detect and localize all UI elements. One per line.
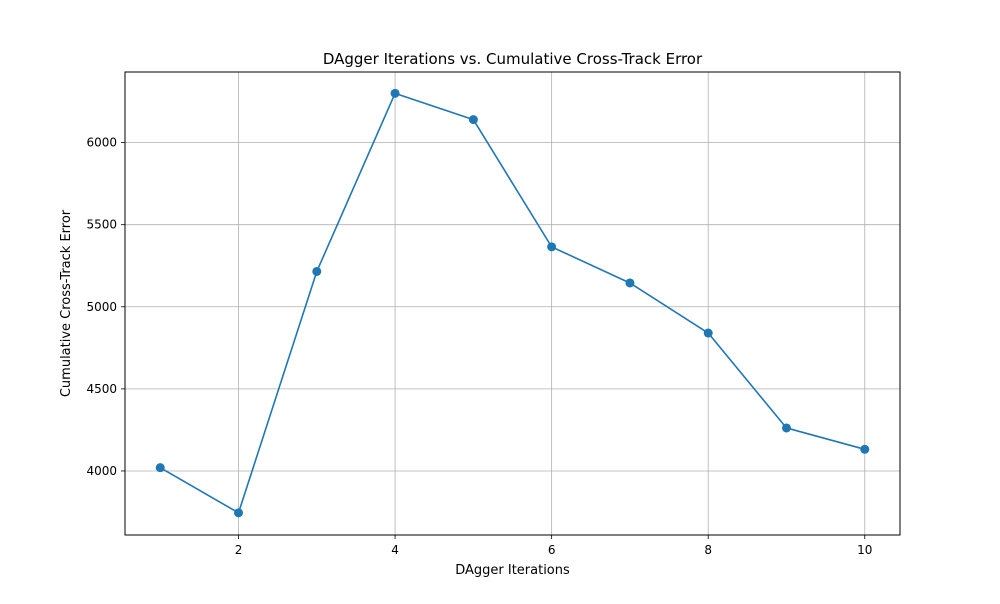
- series-line: [159, 92, 865, 514]
- data-point: [703, 328, 713, 338]
- series-layer: [155, 88, 870, 518]
- x-axis-label: DAgger Iterations: [455, 563, 570, 578]
- y-tick-label: 6000: [86, 136, 117, 150]
- data-point: [625, 278, 635, 288]
- data-point: [860, 444, 870, 454]
- axis-ticks: 2 4 6 8 10 4000 4500 5000 5500 6000: [86, 136, 872, 557]
- data-point: [312, 266, 322, 276]
- data-point: [155, 463, 165, 473]
- chart-title: DAgger Iterations vs. Cumulative Cross-T…: [323, 50, 703, 68]
- data-point: [234, 508, 244, 518]
- grid-lines: [125, 72, 900, 535]
- x-tick-label: 2: [235, 543, 243, 557]
- data-point: [781, 423, 791, 433]
- y-axis-label: Cumulative Cross-Track Error: [59, 209, 74, 397]
- data-point: [547, 242, 557, 252]
- data-point: [390, 88, 400, 98]
- x-tick-label: 6: [548, 543, 556, 557]
- data-point: [468, 115, 478, 125]
- x-tick-label: 10: [857, 543, 872, 557]
- y-tick-label: 5000: [86, 300, 117, 314]
- y-tick-label: 4500: [86, 382, 117, 396]
- y-tick-label: 4000: [86, 464, 117, 478]
- x-tick-label: 4: [391, 543, 399, 557]
- x-tick-label: 8: [704, 543, 712, 557]
- y-tick-label: 5500: [86, 218, 117, 232]
- plot-area-frame: [124, 71, 901, 536]
